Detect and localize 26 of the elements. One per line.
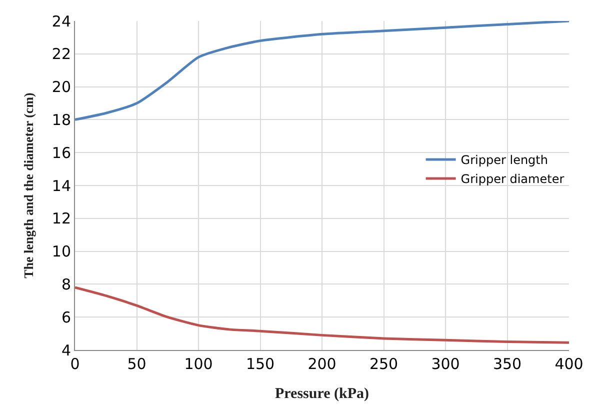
y-tick-label: 6 xyxy=(61,308,71,326)
line-series xyxy=(75,21,569,121)
x-tick-label: 250 xyxy=(369,355,398,373)
x-tick-label: 400 xyxy=(554,355,584,373)
y-axis-title: The length and the diameter (cm) xyxy=(20,92,36,278)
y-tick-label: 8 xyxy=(61,275,71,294)
y-tick-label: 22 xyxy=(52,45,71,64)
legend-label: Gripper length xyxy=(460,153,548,168)
x-tick-label: 0 xyxy=(70,355,80,373)
x-tick-label: 150 xyxy=(246,355,275,373)
x-tick-label: 100 xyxy=(184,355,213,373)
line-series xyxy=(75,286,569,344)
y-tick-label: 12 xyxy=(52,210,71,228)
x-axis-title: Pressure (kPa) xyxy=(274,386,370,402)
x-tick-label: 50 xyxy=(127,355,146,373)
y-tick-label: 4 xyxy=(61,341,71,360)
y-tick-label: 24 xyxy=(52,12,71,30)
x-tick-label: 300 xyxy=(431,355,460,373)
x-tick-label: 350 xyxy=(492,355,522,373)
y-tick-label: 14 xyxy=(52,176,71,195)
y-tick-label: 20 xyxy=(52,78,71,96)
y-tick-label: 18 xyxy=(52,110,71,129)
y-tick-label: 10 xyxy=(52,242,71,261)
x-tick-label: 200 xyxy=(308,355,336,373)
y-tick-label: 16 xyxy=(52,144,71,162)
legend-label: Gripper diameter xyxy=(460,172,564,186)
